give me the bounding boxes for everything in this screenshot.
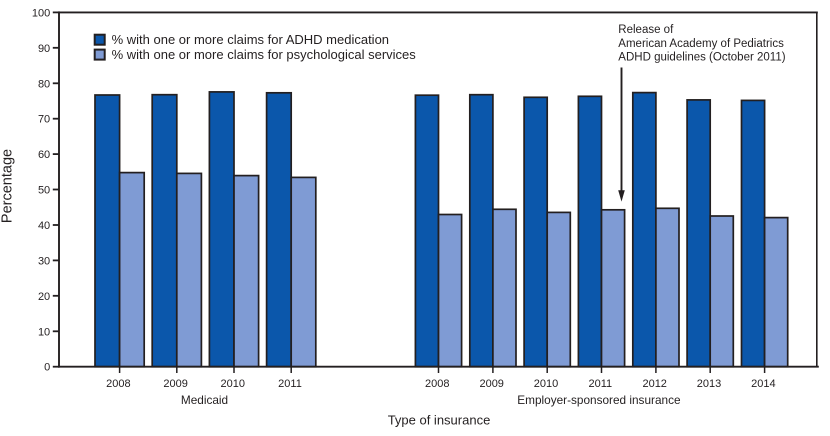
svg-text:Type of insurance: Type of insurance <box>388 413 491 428</box>
svg-text:2009: 2009 <box>479 378 503 390</box>
svg-text:60: 60 <box>38 149 50 161</box>
svg-text:90: 90 <box>38 43 50 55</box>
svg-text:2011: 2011 <box>588 378 612 390</box>
svg-text:% with one or more claims for: % with one or more claims for psychologi… <box>112 47 417 62</box>
svg-text:80: 80 <box>38 78 50 90</box>
svg-text:30: 30 <box>38 255 50 267</box>
svg-text:2008: 2008 <box>425 378 449 390</box>
svg-text:Employer-sponsored insurance: Employer-sponsored insurance <box>517 393 681 407</box>
svg-text:2014: 2014 <box>751 378 775 390</box>
svg-text:0: 0 <box>44 362 50 374</box>
svg-text:2008: 2008 <box>106 378 130 390</box>
svg-text:Release of: Release of <box>618 24 674 36</box>
svg-text:% with one or more claims for: % with one or more claims for ADHD medic… <box>112 32 389 47</box>
svg-text:2010: 2010 <box>221 378 245 390</box>
svg-text:10: 10 <box>38 326 50 338</box>
svg-text:2012: 2012 <box>642 378 666 390</box>
svg-text:American Academy of Pediatrics: American Academy of Pediatrics <box>618 38 784 50</box>
svg-text:100: 100 <box>32 7 50 19</box>
svg-text:2009: 2009 <box>163 378 187 390</box>
svg-text:2011: 2011 <box>278 378 302 390</box>
svg-text:70: 70 <box>38 114 50 126</box>
svg-text:2010: 2010 <box>534 378 558 390</box>
svg-text:50: 50 <box>38 185 50 197</box>
svg-text:ADHD guidelines (October 2011): ADHD guidelines (October 2011) <box>618 51 785 63</box>
svg-text:Percentage: Percentage <box>0 149 15 223</box>
svg-text:Medicaid: Medicaid <box>181 393 228 407</box>
svg-text:2013: 2013 <box>697 378 721 390</box>
svg-text:20: 20 <box>38 291 50 303</box>
svg-text:40: 40 <box>38 220 50 232</box>
